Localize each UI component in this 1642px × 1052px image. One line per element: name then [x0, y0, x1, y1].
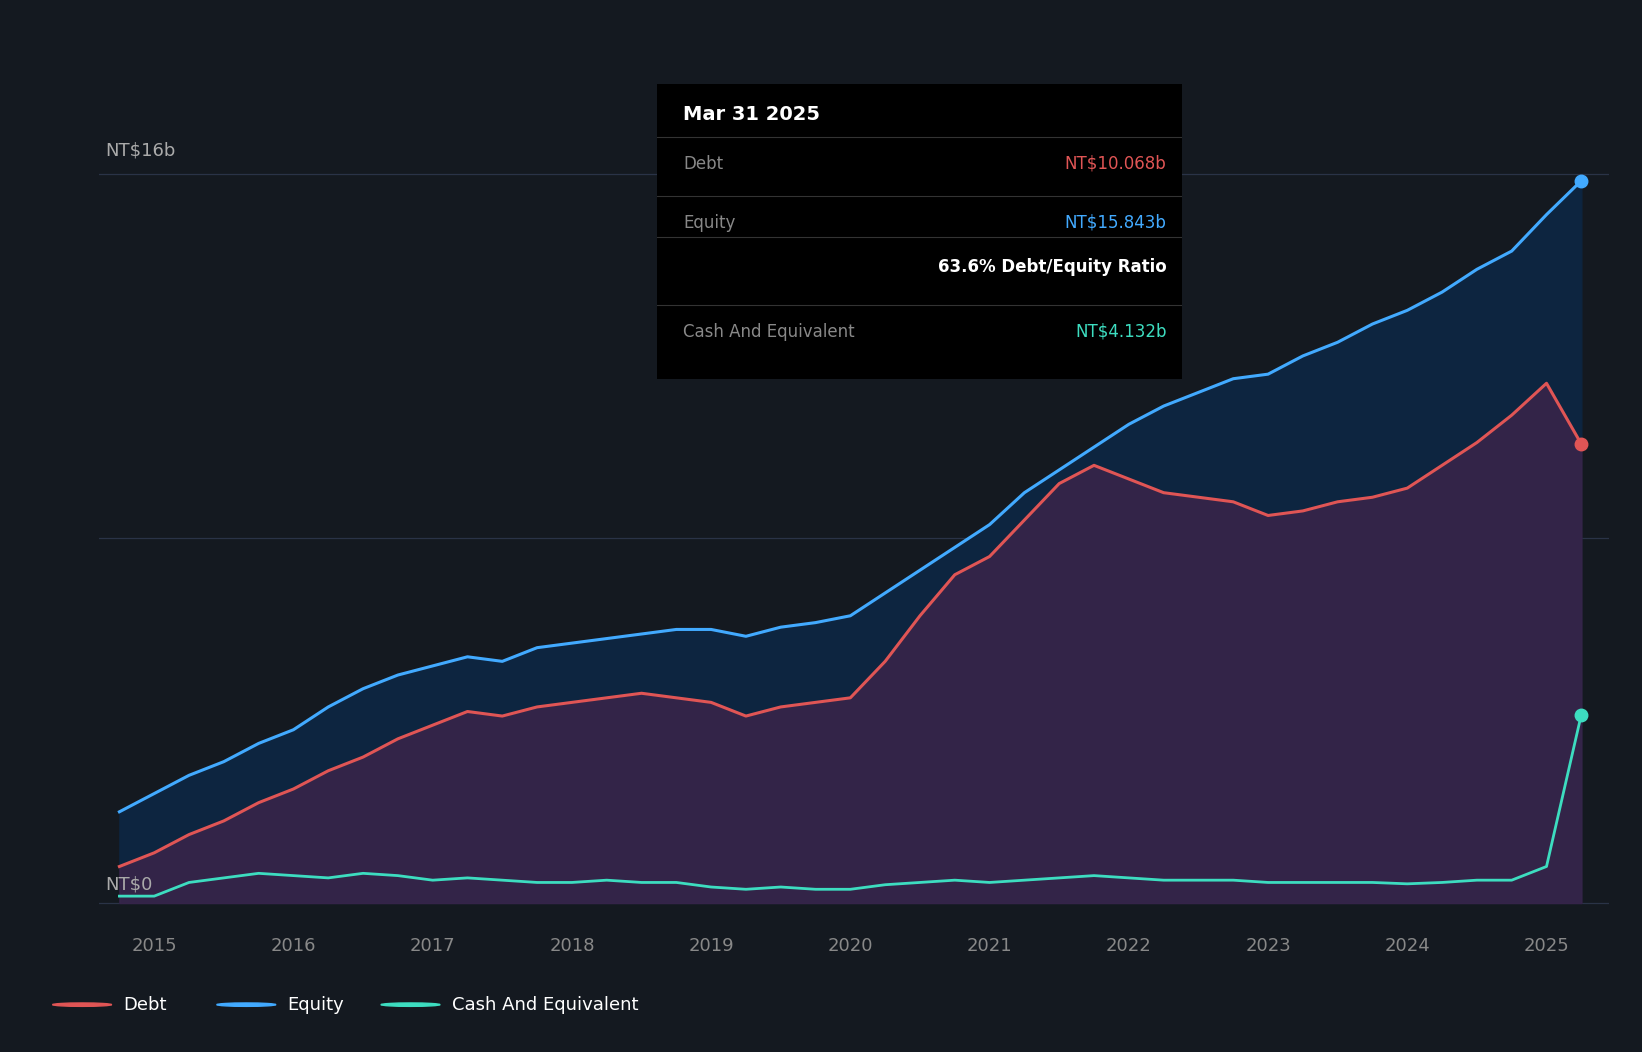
Text: Cash And Equivalent: Cash And Equivalent: [683, 323, 855, 341]
Text: Equity: Equity: [683, 214, 736, 231]
Text: Mar 31 2025: Mar 31 2025: [683, 105, 819, 124]
Text: Equity: Equity: [287, 995, 345, 1014]
Circle shape: [217, 1003, 276, 1007]
Text: Cash And Equivalent: Cash And Equivalent: [452, 995, 639, 1014]
Text: Debt: Debt: [683, 155, 722, 173]
Circle shape: [381, 1003, 440, 1007]
Text: NT$10.068b: NT$10.068b: [1064, 155, 1166, 173]
Text: NT$4.132b: NT$4.132b: [1076, 323, 1166, 341]
Text: Debt: Debt: [123, 995, 166, 1014]
Circle shape: [53, 1003, 112, 1007]
Text: NT$15.843b: NT$15.843b: [1064, 214, 1166, 231]
Text: 63.6% Debt/Equity Ratio: 63.6% Debt/Equity Ratio: [938, 258, 1166, 276]
Text: NT$16b: NT$16b: [105, 142, 176, 160]
Text: NT$0: NT$0: [105, 876, 153, 894]
